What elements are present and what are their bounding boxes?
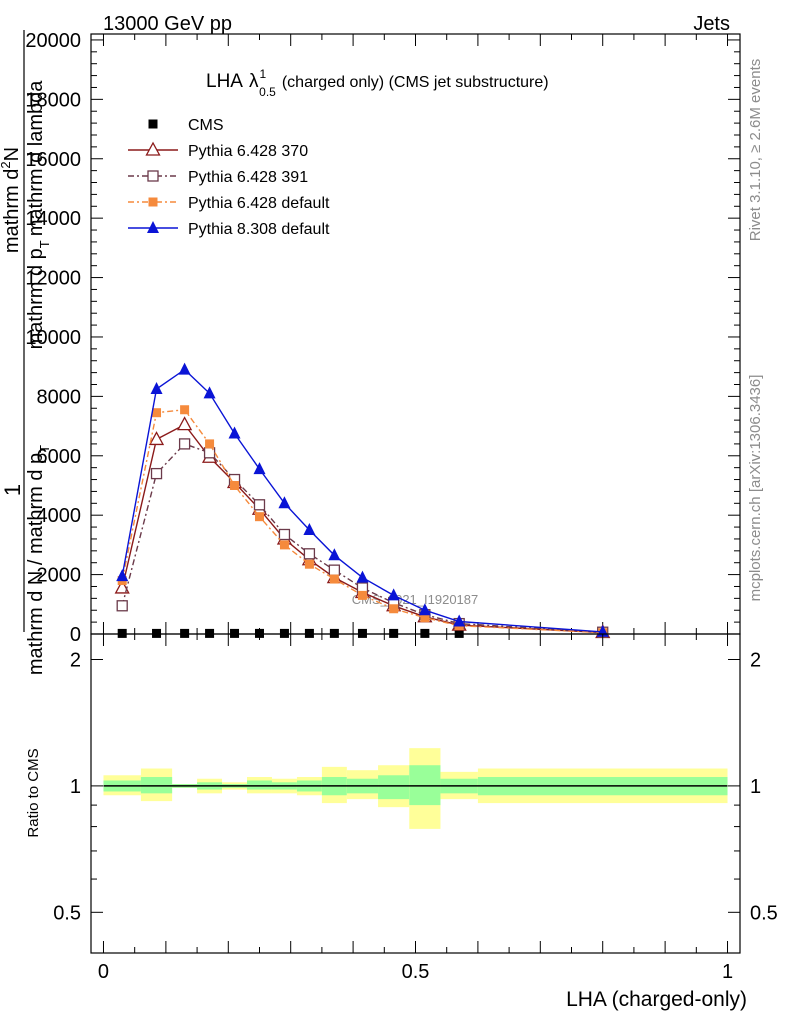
data-point	[150, 381, 163, 394]
legend-marker	[145, 141, 161, 156]
legend-label: Pythia 6.428 default	[188, 195, 330, 212]
legend-marker	[148, 197, 158, 207]
data-point	[116, 600, 128, 612]
ratio-y-label: Ratio to CMS	[25, 748, 42, 837]
legend-marker	[147, 221, 159, 233]
main-y-tick-label: 8000	[37, 386, 82, 408]
ratio-x-tick-label: 0.5	[402, 961, 430, 983]
y-label-denominator2: mathrm d pTmathrm d lambda	[25, 80, 52, 350]
legend-marker	[148, 119, 158, 129]
main-y-tick-label: 0	[70, 624, 81, 646]
legend-label: CMS	[188, 117, 224, 134]
data-point	[228, 426, 241, 439]
data-point	[356, 570, 369, 583]
data-point	[178, 362, 191, 375]
ratio-x-tick-label: 1	[722, 961, 733, 983]
legend-entry: CMS	[148, 117, 224, 134]
legend-marker	[147, 170, 159, 182]
main-y-tick-label: 10000	[25, 327, 81, 349]
main-y-tick-label: 18000	[25, 89, 81, 111]
data-point	[278, 528, 291, 541]
data-point	[357, 590, 367, 600]
data-point	[180, 405, 190, 415]
series-line	[121, 408, 603, 634]
data-point	[253, 499, 266, 511]
mcplots-label: mcplots.cern.ch [arXiv:1306.3436]	[747, 375, 764, 602]
data-point	[203, 386, 216, 399]
main-y-label: 1 mathrm d N / mathrm d pT mathrm d2N ma…	[0, 30, 52, 675]
header-energy: 13000 GeV pp	[103, 13, 232, 35]
legend-entry: Pythia 6.428 default	[128, 195, 330, 212]
data-point	[420, 613, 430, 623]
main-y-tick-label: 4000	[37, 505, 82, 527]
main-y-tick-label: 14000	[25, 208, 81, 230]
plot-title: LHA λ1 0.5(charged only) (CMS jet substruc…	[206, 67, 549, 99]
y-label-denominator: mathrm d N / mathrm d pT	[25, 445, 52, 675]
ratio-y-axis: 0.5 0.5 1 1 2 2	[53, 649, 778, 924]
ratio-y-tick-label-right: 0.5	[750, 902, 778, 924]
ratio-y-tick-label-right: 1	[750, 776, 761, 798]
ratio-stat-uncertainty-band	[378, 775, 410, 800]
data-point	[114, 579, 130, 594]
data-point	[177, 416, 193, 431]
data-point	[253, 462, 266, 475]
main-y-tick-label: 12000	[25, 268, 81, 290]
ratio-x-axis: 0 0.5 1	[98, 634, 733, 983]
data-point	[152, 408, 162, 418]
header-jets: Jets	[693, 13, 730, 35]
legend-entry: Pythia 8.308 default	[128, 221, 330, 238]
main-y-axis: 0 2000 4000 6000 8000 10000 12000 14000 16000 180…	[25, 30, 740, 646]
series-2	[116, 438, 609, 638]
data-point	[116, 569, 129, 582]
legend: CMS Pythia 6.428 370 Pythia 6.428 391 Pythi…	[128, 117, 330, 238]
data-point	[279, 540, 289, 550]
data-point	[303, 548, 316, 560]
ratio-y-tick-label-right: 2	[750, 649, 761, 671]
legend-label: Pythia 6.428 370	[188, 143, 308, 160]
data-point	[418, 603, 431, 616]
data-point	[178, 438, 191, 450]
data-point	[389, 604, 399, 614]
data-point	[230, 480, 240, 490]
data-point	[304, 559, 314, 569]
data-point	[205, 439, 215, 449]
data-point	[328, 564, 341, 576]
data-point	[278, 496, 291, 509]
legend-label: Pythia 6.428 391	[188, 169, 308, 186]
ratio-y-tick-label: 0.5	[53, 902, 81, 924]
ratio-y-tick-label: 2	[70, 649, 81, 671]
y-label-numerator: 1	[0, 484, 25, 496]
main-y-tick-label: 16000	[25, 149, 81, 171]
ratio-y-tick-label: 1	[70, 776, 81, 798]
main-y-tick-label: 2000	[37, 565, 82, 587]
data-point	[387, 588, 400, 601]
data-point	[453, 614, 466, 627]
legend-entry: Pythia 6.428 370	[128, 141, 308, 160]
data-point	[328, 548, 341, 561]
main-x-axis	[102, 34, 729, 634]
main-series-layer	[114, 362, 611, 639]
main-y-tick-label: 6000	[37, 446, 82, 468]
data-point	[254, 512, 264, 522]
rivet-label: Rivet 3.1.10, ≥ 2.6M events	[747, 59, 764, 242]
y-label-numerator2: mathrm d2N	[0, 147, 23, 253]
analysis-watermark: CMS_2021_I1920187	[352, 592, 479, 607]
data-point	[303, 523, 316, 536]
ratio-bands-layer	[103, 748, 728, 829]
x-axis-label: LHA (charged-only)	[566, 988, 747, 1011]
legend-label: Pythia 8.308 default	[188, 221, 330, 238]
data-point	[329, 574, 339, 584]
data-point	[150, 467, 163, 480]
series-4	[116, 362, 609, 637]
data-point	[148, 431, 165, 446]
main-y-tick-label: 20000	[25, 30, 81, 52]
legend-entry: Pythia 6.428 391	[128, 169, 308, 186]
ratio-x-tick-label: 0	[98, 961, 109, 983]
ratio-stat-uncertainty-band	[247, 780, 272, 790]
